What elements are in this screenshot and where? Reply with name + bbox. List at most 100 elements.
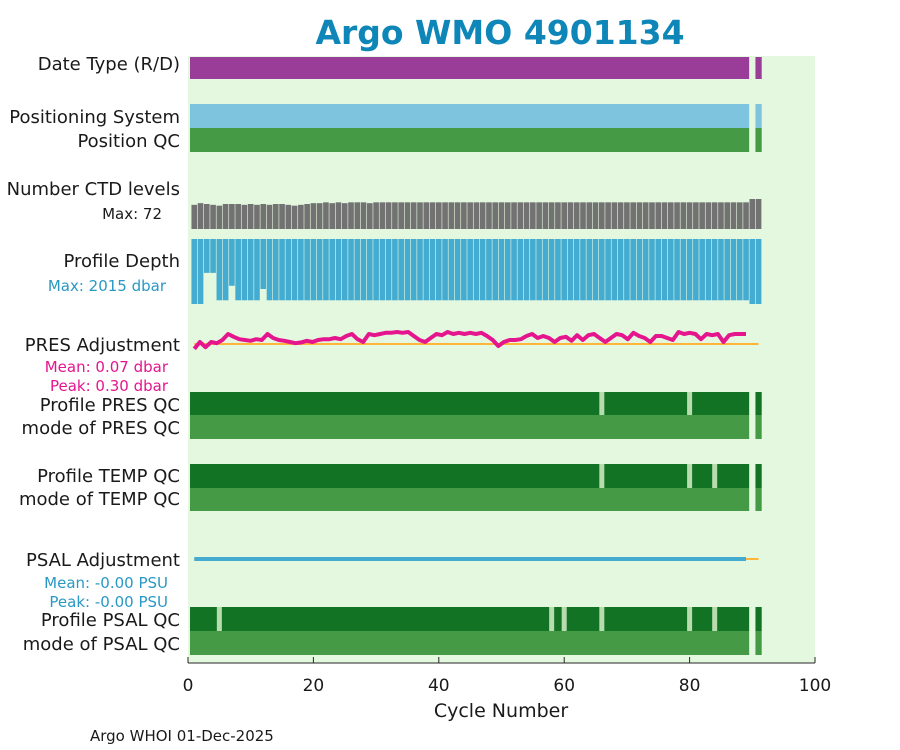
- ctd-level-bar: [542, 202, 549, 229]
- depth-bar: [705, 239, 712, 301]
- profile-psal-qc-gap: [549, 607, 555, 631]
- ctd-level-bar: [298, 204, 304, 229]
- depth-bar: [429, 239, 436, 301]
- psal-peak-label: Peak: -0.00 PSU: [49, 593, 168, 611]
- ctd-level-bar: [624, 202, 630, 229]
- profile-pres-qc-extra-bar: [755, 392, 762, 415]
- ctd-level-bar: [404, 202, 411, 229]
- ctd-level-bar: [291, 205, 298, 229]
- chart-title: Argo WMO 4901134: [315, 13, 684, 52]
- ctd-level-bar: [630, 202, 636, 229]
- depth-bar: [448, 239, 455, 301]
- depth-bar: [323, 239, 329, 301]
- ctd-level-bar: [423, 202, 430, 229]
- ctd-level-bar: [479, 202, 486, 229]
- label-date-type: Date Type (R/D): [38, 54, 180, 75]
- depth-bar: [711, 239, 718, 301]
- x-tick-label: 80: [679, 676, 701, 696]
- label-profile-psal-qc: Profile PSAL QC: [41, 610, 180, 631]
- profile-psal-qc-gap: [599, 607, 605, 631]
- positioning-system-bar: [190, 104, 750, 128]
- profile-pres-qc-gap: [599, 392, 605, 415]
- ctd-level-bar: [467, 202, 473, 229]
- ctd-level-bar: [680, 202, 687, 229]
- ctd-level-bar: [730, 202, 737, 229]
- ctd-level-bar: [304, 204, 310, 229]
- depth-bar: [542, 239, 549, 301]
- depth-bar: [755, 239, 762, 304]
- depth-bar: [598, 239, 605, 301]
- ctd-level-bar: [373, 202, 379, 229]
- depth-bar: [348, 239, 354, 301]
- depth-bar: [724, 239, 731, 301]
- depth-bar: [523, 239, 530, 301]
- ctd-level-bar: [210, 204, 216, 229]
- ctd-level-bar: [548, 202, 555, 229]
- depth-max-label: Max: 2015 dbar: [48, 277, 167, 295]
- depth-bar: [661, 239, 668, 301]
- profile-temp-qc-gap: [687, 464, 693, 488]
- ctd-level-bar: [649, 202, 655, 229]
- profile-temp-qc-gap: [712, 464, 718, 488]
- ctd-level-bar: [429, 202, 436, 229]
- depth-bar: [530, 239, 536, 301]
- profile-psal-qc-gap: [561, 607, 567, 631]
- label-mode-pres-qc: mode of PRES QC: [22, 418, 180, 439]
- depth-bar: [385, 239, 392, 301]
- depth-bar: [392, 239, 398, 301]
- pres-peak-label: Peak: 0.30 dbar: [50, 377, 169, 395]
- date-type-bar: [190, 57, 750, 79]
- ctd-level-bar: [667, 202, 674, 229]
- depth-bar: [285, 239, 292, 301]
- label-psal-adjustment: PSAL Adjustment: [26, 550, 180, 571]
- ctd-max-label: Max: 72: [102, 205, 162, 223]
- depth-bar: [360, 239, 367, 301]
- depth-bar: [730, 239, 737, 301]
- ctd-level-bar: [310, 203, 317, 229]
- depth-bar: [473, 239, 480, 301]
- depth-bar: [611, 239, 618, 301]
- ctd-level-bar: [222, 204, 229, 229]
- depth-bar: [693, 239, 699, 301]
- x-tick-label: 100: [799, 676, 831, 696]
- ctd-level-bar: [573, 202, 580, 229]
- depth-bar: [197, 239, 204, 304]
- positioning-system-extra-bar: [755, 104, 762, 128]
- ctd-level-bar: [699, 202, 705, 229]
- ctd-level-bar: [216, 205, 223, 229]
- depth-bar: [454, 239, 461, 301]
- depth-bar: [686, 239, 693, 301]
- ctd-level-bar: [279, 204, 285, 229]
- ctd-level-bar: [711, 202, 718, 229]
- depth-bar: [580, 239, 586, 301]
- ctd-level-bar: [235, 204, 241, 229]
- ctd-level-bar: [580, 202, 586, 229]
- ctd-level-bar: [260, 204, 267, 229]
- depth-bar: [216, 239, 223, 301]
- label-positioning-system: Positioning System: [9, 107, 180, 128]
- ctd-level-bar: [530, 202, 536, 229]
- label-mode-psal-qc: mode of PSAL QC: [23, 634, 180, 655]
- profile-pres-qc-gap: [687, 392, 693, 415]
- depth-bar: [291, 239, 298, 301]
- x-tick-label: 60: [553, 676, 575, 696]
- ctd-level-bar: [461, 202, 467, 229]
- depth-bar: [304, 239, 310, 301]
- ctd-level-bar: [486, 202, 492, 229]
- footer-credit: Argo WHOI 01-Dec-2025: [90, 727, 274, 745]
- depth-bar: [667, 239, 674, 301]
- ctd-level-bar: [417, 202, 423, 229]
- ctd-level-bar: [379, 202, 386, 229]
- ctd-level-bar: [435, 202, 442, 229]
- ctd-level-bar: [749, 199, 756, 229]
- ctd-level-bar: [323, 202, 329, 229]
- depth-bar: [272, 239, 279, 301]
- psal-mean-label: Mean: -0.00 PSU: [44, 574, 168, 592]
- depth-bar: [567, 239, 574, 301]
- profile-pres-qc-bar: [190, 392, 750, 415]
- depth-bar: [247, 239, 254, 301]
- depth-bar: [586, 239, 593, 301]
- x-tick-label: 40: [428, 676, 450, 696]
- ctd-level-bar: [536, 202, 542, 229]
- ctd-level-bar: [348, 202, 354, 229]
